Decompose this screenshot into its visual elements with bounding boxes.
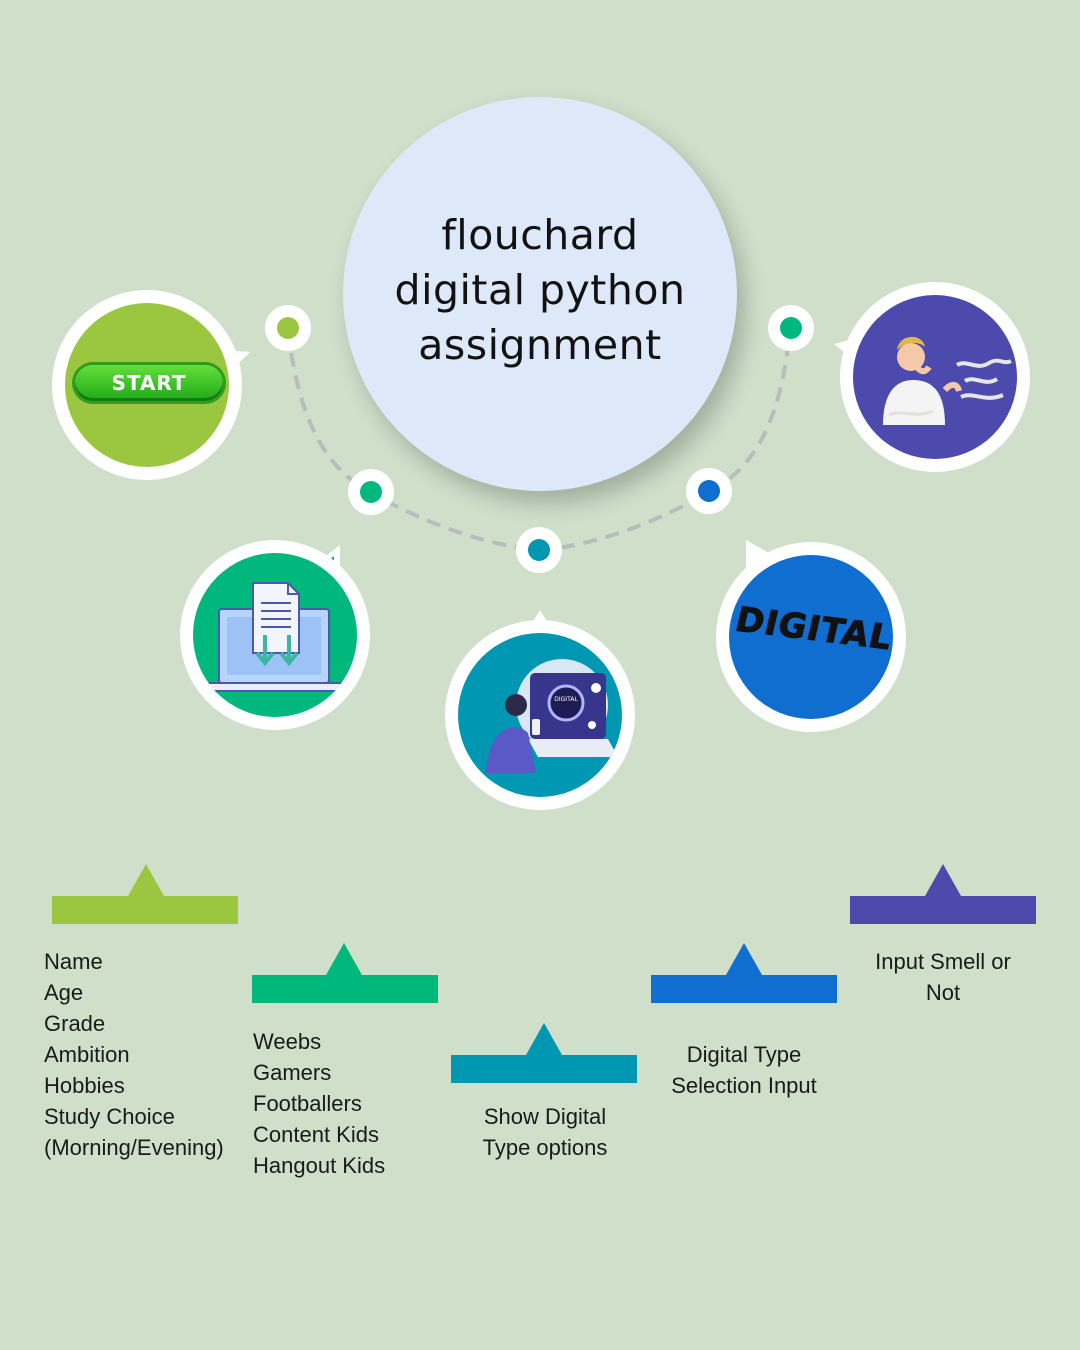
start-label: START	[111, 371, 187, 395]
connector-dot-show	[516, 527, 562, 573]
step2-item: Gamers	[253, 1060, 332, 1085]
step1-item: Study Choice	[44, 1104, 175, 1129]
start-node: START	[52, 290, 252, 480]
person-digital-screen-icon: DIGITAL	[486, 659, 618, 773]
ribbon-step4	[651, 943, 837, 1003]
connector-dot-digital	[686, 468, 732, 514]
start-button-icon: START	[75, 365, 223, 401]
step5-text: Input Smell or Not	[843, 946, 1043, 1008]
step2-item: Content Kids	[253, 1122, 379, 1147]
digital-node: DIGITAL	[716, 538, 916, 732]
step1-item: Grade	[44, 1011, 106, 1036]
step5-line: Not	[925, 980, 961, 1005]
step1-item: Hobbies	[44, 1073, 125, 1098]
laptop-download-icon	[202, 582, 346, 692]
step2-list: Weebs Gamers Footballers Content Kids Ha…	[253, 1026, 385, 1181]
ribbon-step3	[451, 1023, 637, 1083]
ribbon-step2	[252, 943, 438, 1003]
step1-item: Age	[44, 980, 84, 1005]
step3-line: Show Digital	[483, 1104, 607, 1129]
ribbon-step5	[850, 864, 1036, 924]
step5-line: Input Smell or	[875, 949, 1011, 974]
step4-text: Digital Type Selection Input	[644, 1039, 844, 1101]
title-circle: flouchard digital python assignment	[343, 97, 737, 491]
step4-line: Selection Input	[671, 1073, 817, 1098]
title-line-2: digital python	[394, 265, 686, 314]
step2-item: Weebs	[253, 1029, 322, 1054]
digital-text-icon: DIGITAL	[731, 599, 893, 659]
step1-item: Name	[44, 949, 103, 974]
connector-dot-start	[265, 305, 311, 351]
step2-item: Footballers	[253, 1091, 362, 1116]
show-node: DIGITAL	[445, 610, 635, 810]
smell-node	[832, 282, 1032, 472]
step1-item: (Morning/Evening)	[44, 1135, 224, 1160]
man-smelling-icon	[883, 336, 1012, 425]
step3-line: Type options	[482, 1135, 608, 1160]
input-node	[180, 540, 380, 730]
svg-text:DIGITAL: DIGITAL	[554, 696, 578, 703]
title-line-3: assignment	[418, 320, 662, 369]
step3-text: Show Digital Type options	[445, 1101, 645, 1163]
step1-list: Name Age Grade Ambition Hobbies Study Ch…	[44, 946, 224, 1163]
step4-line: Digital Type	[686, 1042, 802, 1067]
connector-dot-smell	[768, 305, 814, 351]
title-line-1: flouchard	[441, 210, 639, 259]
step1-item: Ambition	[44, 1042, 130, 1067]
ribbon-step1	[52, 864, 238, 924]
connector-dot-input	[348, 469, 394, 515]
step2-item: Hangout Kids	[253, 1153, 386, 1178]
